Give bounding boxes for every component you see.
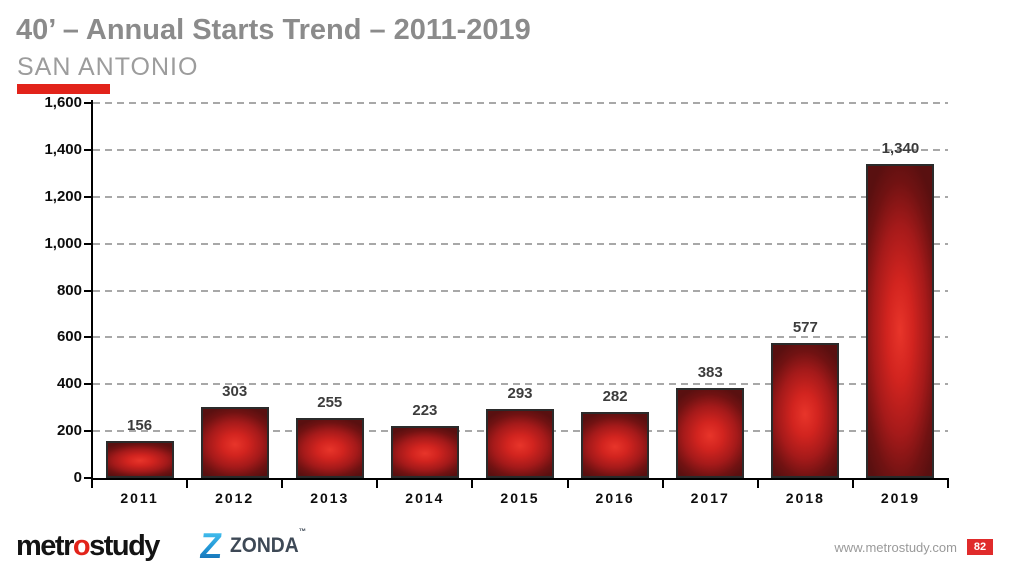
gridline	[93, 102, 948, 104]
bar-2019	[866, 163, 935, 478]
x-axis-line	[91, 478, 949, 480]
x-axis-label: 2017	[690, 490, 730, 506]
y-axis-tick	[84, 102, 92, 104]
bar-2016	[581, 411, 650, 478]
y-axis-tick	[84, 383, 92, 386]
x-axis-label: 2011	[120, 490, 159, 506]
zonda-logo-text: ZONDA™	[230, 527, 307, 557]
y-axis-label: 600	[56, 328, 82, 346]
bar-2011	[105, 441, 174, 478]
page-title: 40’ – Annual Starts Trend – 2011-2019	[16, 14, 531, 46]
y-axis-tick	[84, 242, 92, 245]
y-axis-label: 200	[56, 422, 82, 440]
x-axis-label: 2013	[310, 490, 350, 506]
y-axis-label: 1,400	[44, 140, 82, 158]
x-axis-label: 2014	[405, 490, 445, 506]
x-axis-label: 2016	[595, 490, 635, 506]
bar-value-label: 383	[697, 364, 723, 382]
bar-value-label: 303	[222, 382, 248, 400]
x-axis-tick	[566, 480, 569, 488]
y-axis-tick	[84, 195, 92, 198]
zonda-logo: Z ZONDA™	[197, 525, 313, 566]
bar-value-label: 293	[507, 385, 533, 403]
y-axis-tick	[84, 477, 92, 479]
y-axis-label: 1,200	[44, 187, 82, 205]
x-axis-tick	[376, 480, 379, 488]
bar-2014	[390, 425, 459, 478]
bar-2017	[676, 388, 745, 478]
metrostudy-logo-post: study	[89, 530, 160, 562]
metrostudy-logo-o: o	[72, 530, 91, 562]
metrostudy-logo: metrostudy	[16, 530, 160, 563]
bar-value-label: 156	[127, 417, 153, 435]
bar-2015	[486, 409, 554, 478]
gridline	[93, 195, 948, 198]
y-axis-tick	[84, 148, 92, 151]
bar-value-label: 1,340	[881, 139, 920, 157]
y-axis-label: 1,000	[44, 234, 82, 252]
x-axis-tick	[471, 480, 474, 488]
x-axis-tick	[851, 480, 854, 488]
gridline	[93, 148, 948, 151]
bar-value-label: 223	[412, 401, 438, 419]
trademark-symbol: ™	[298, 527, 307, 536]
bar-2018	[771, 342, 840, 478]
page-subtitle: SAN ANTONIO	[17, 53, 199, 81]
y-axis-label: 400	[56, 375, 82, 393]
x-axis-label: 2015	[500, 490, 540, 506]
metrostudy-logo-pre: metr	[16, 530, 74, 562]
y-axis-tick	[84, 336, 92, 339]
bar-2013	[295, 418, 364, 478]
y-axis-label: 800	[56, 281, 82, 299]
page-number-badge: 82	[967, 539, 993, 555]
x-axis-label: 2012	[215, 490, 255, 506]
bar-value-label: 255	[317, 394, 343, 412]
y-axis-label: 0	[73, 469, 82, 486]
x-axis-tick	[91, 480, 93, 488]
x-axis-label: 2019	[880, 490, 921, 506]
x-axis-tick	[947, 480, 949, 488]
bar-2012	[200, 406, 269, 478]
website-text: www.metrostudy.com	[834, 539, 957, 555]
y-axis-label: 1,600	[44, 94, 82, 111]
x-axis-tick	[756, 480, 759, 488]
x-axis-tick	[186, 480, 189, 488]
x-axis-label: 2018	[785, 490, 825, 506]
x-axis-tick	[661, 480, 664, 488]
bar-value-label: 282	[602, 387, 628, 405]
x-axis-tick	[281, 480, 284, 488]
gridline	[93, 336, 948, 339]
gridline	[93, 242, 948, 245]
bar-value-label: 577	[792, 318, 818, 336]
gridline	[93, 289, 948, 292]
y-axis-line	[91, 100, 93, 480]
gridline	[93, 383, 948, 386]
zonda-z-icon: Z	[197, 525, 225, 566]
footer-right: www.metrostudy.com 82	[834, 539, 993, 555]
y-axis-tick	[84, 289, 92, 292]
y-axis-tick	[84, 430, 92, 433]
accent-bar	[17, 84, 110, 94]
